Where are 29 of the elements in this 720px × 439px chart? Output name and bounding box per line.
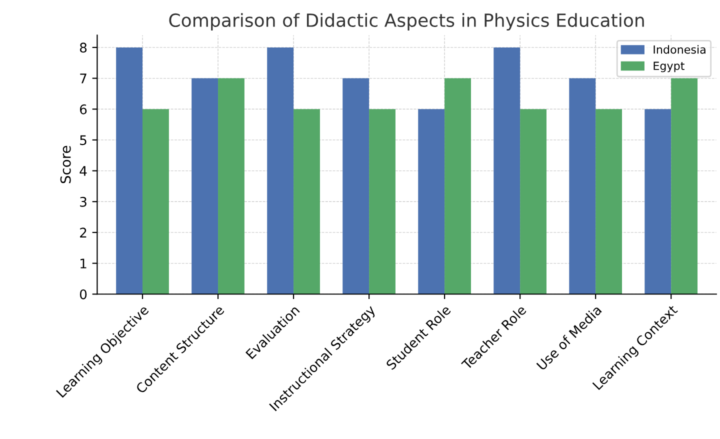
y-tick-label: 2 bbox=[80, 228, 86, 238]
y-tick-label: 3 bbox=[80, 196, 86, 207]
y-tick-label: 8 bbox=[80, 42, 87, 53]
y-tick-label: 0 bbox=[80, 289, 87, 300]
bar bbox=[569, 78, 596, 294]
y-axis-title: Score bbox=[60, 146, 71, 184]
bar bbox=[369, 109, 396, 294]
bar bbox=[494, 47, 520, 294]
bar bbox=[192, 78, 218, 294]
y-tick-label: 6 bbox=[80, 104, 87, 114]
legend-label: Indonesia bbox=[654, 45, 706, 54]
bar bbox=[218, 78, 244, 294]
bar bbox=[267, 47, 294, 294]
y-tick-label: 4 bbox=[80, 166, 87, 176]
bar bbox=[444, 78, 471, 294]
bar bbox=[644, 109, 672, 294]
bar bbox=[342, 78, 370, 294]
legend-label: Egypt bbox=[654, 62, 684, 72]
y-tick-label: 7 bbox=[80, 74, 86, 84]
y-tick-label: 5 bbox=[80, 135, 86, 146]
bar bbox=[418, 109, 445, 294]
bar bbox=[596, 109, 622, 294]
bar bbox=[671, 78, 698, 294]
bar bbox=[116, 47, 143, 294]
bar bbox=[520, 109, 546, 294]
bar bbox=[294, 109, 320, 294]
bar bbox=[142, 109, 169, 294]
y-tick-label: 1 bbox=[80, 258, 86, 268]
chart-title: Comparison of Didactic Aspects in Physics Education bbox=[169, 13, 644, 31]
